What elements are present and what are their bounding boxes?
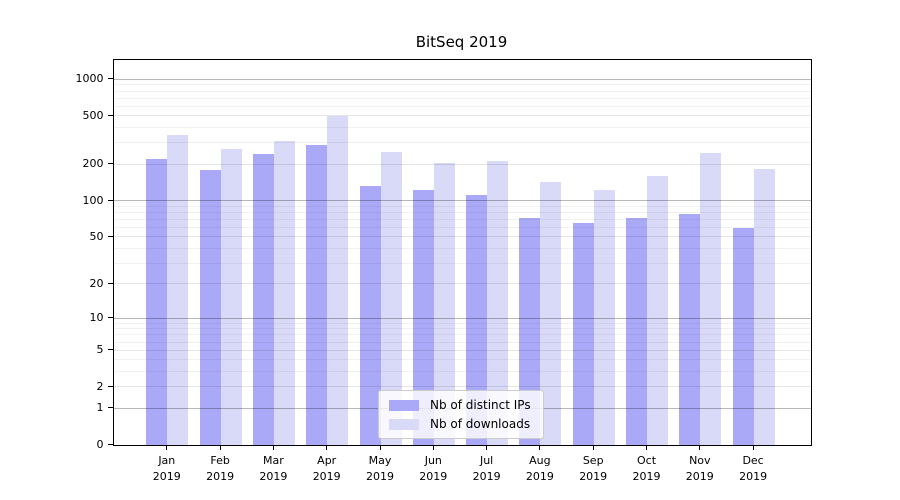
x-tick-label-oct: Oct 2019 bbox=[632, 453, 661, 483]
bar-downloads-apr bbox=[327, 115, 349, 445]
y-tick-mark bbox=[107, 235, 114, 237]
bar-downloads-oct bbox=[647, 176, 668, 445]
y-tick-label: 10 bbox=[89, 311, 104, 325]
y-tick-mark bbox=[107, 407, 114, 409]
x-tick-mark bbox=[379, 444, 381, 450]
y-tick-label: 500 bbox=[82, 108, 104, 122]
bars-layer bbox=[114, 60, 811, 445]
y-tick-mark bbox=[107, 317, 114, 319]
y-tick-mark bbox=[107, 199, 114, 201]
bar-distinct-ips-aug bbox=[519, 217, 541, 445]
y-tick-label: 100 bbox=[82, 193, 104, 207]
bar-distinct-ips-feb bbox=[199, 170, 221, 445]
bar-downloads-jul bbox=[487, 161, 509, 445]
x-tick-label-sep: Sep 2019 bbox=[579, 453, 608, 483]
x-tick-label-may: May 2019 bbox=[366, 453, 394, 483]
y-tick-label: 50 bbox=[89, 229, 104, 243]
bar-downloads-mar bbox=[273, 141, 295, 445]
bar-distinct-ips-may bbox=[359, 186, 381, 445]
legend-item-downloads: Nb of downloads bbox=[389, 416, 531, 432]
x-tick-mark bbox=[592, 444, 594, 450]
bar-downloads-jan bbox=[167, 135, 189, 445]
x-tick-label-nov: Nov 2019 bbox=[685, 453, 714, 483]
bar-downloads-feb bbox=[220, 149, 242, 445]
y-tick-mark bbox=[107, 78, 114, 80]
bar-distinct-ips-sep bbox=[572, 223, 594, 445]
y-tick-label: 200 bbox=[82, 157, 104, 171]
x-tick-label-jan: Jan 2019 bbox=[152, 453, 181, 483]
x-tick-label-jul: Jul 2019 bbox=[472, 453, 501, 483]
bar-downloads-jun bbox=[433, 163, 455, 445]
bar-distinct-ips-mar bbox=[252, 153, 274, 445]
chart-title: BitSeq 2019 bbox=[415, 33, 508, 51]
bar-distinct-ips-nov bbox=[679, 213, 701, 445]
y-tick-mark bbox=[107, 385, 114, 387]
y-tick-mark bbox=[107, 163, 114, 165]
plot-area: Nb of distinct IPs Nb of downloads bbox=[113, 59, 812, 446]
y-tick-label: 20 bbox=[89, 276, 104, 290]
bar-downloads-nov bbox=[700, 152, 722, 445]
legend-label-distinct-ips: Nb of distinct IPs bbox=[430, 398, 531, 412]
y-tick-label: 1000 bbox=[75, 72, 104, 86]
bar-downloads-dec bbox=[753, 168, 775, 445]
bar-distinct-ips-jul bbox=[466, 195, 488, 445]
x-tick-mark bbox=[219, 444, 221, 450]
x-tick-label-mar: Mar 2019 bbox=[259, 453, 288, 483]
x-tick-mark bbox=[432, 444, 434, 450]
y-tick-mark bbox=[107, 282, 114, 284]
legend: Nb of distinct IPs Nb of downloads bbox=[378, 390, 544, 439]
legend-swatch-downloads bbox=[389, 418, 419, 430]
x-tick-label-jun: Jun 2019 bbox=[419, 453, 448, 483]
y-tick-label: 1 bbox=[96, 401, 104, 415]
x-tick-mark bbox=[646, 444, 647, 450]
x-tick-mark bbox=[486, 444, 488, 450]
bar-distinct-ips-jun bbox=[412, 190, 434, 445]
x-tick-mark bbox=[699, 444, 701, 450]
bar-downloads-may bbox=[380, 151, 402, 445]
legend-swatch-distinct-ips bbox=[389, 399, 419, 411]
y-tick-mark bbox=[107, 444, 114, 445]
y-tick-label: 2 bbox=[96, 379, 104, 393]
y-tick-mark bbox=[107, 114, 114, 116]
y-tick-label: 0 bbox=[96, 438, 104, 451]
x-tick-label-dec: Dec 2019 bbox=[739, 453, 768, 483]
bar-distinct-ips-apr bbox=[306, 145, 328, 445]
x-tick-mark bbox=[752, 444, 754, 450]
legend-label-downloads: Nb of downloads bbox=[430, 417, 531, 431]
bar-distinct-ips-oct bbox=[626, 217, 647, 445]
x-tick-label-feb: Feb 2019 bbox=[206, 453, 235, 483]
bar-downloads-aug bbox=[540, 182, 562, 445]
y-tick-label: 5 bbox=[96, 343, 104, 357]
x-tick-mark bbox=[326, 444, 328, 450]
bar-distinct-ips-jan bbox=[146, 159, 168, 445]
x-tick-label-aug: Aug 2019 bbox=[525, 453, 554, 483]
x-tick-mark bbox=[272, 444, 274, 450]
x-tick-mark bbox=[539, 444, 541, 450]
x-tick-mark bbox=[166, 444, 168, 450]
x-tick-label-apr: Apr 2019 bbox=[312, 453, 341, 483]
bar-distinct-ips-dec bbox=[732, 228, 754, 445]
legend-item-distinct-ips: Nb of distinct IPs bbox=[389, 397, 531, 413]
bar-downloads-sep bbox=[593, 189, 615, 445]
y-tick-mark bbox=[107, 349, 114, 351]
